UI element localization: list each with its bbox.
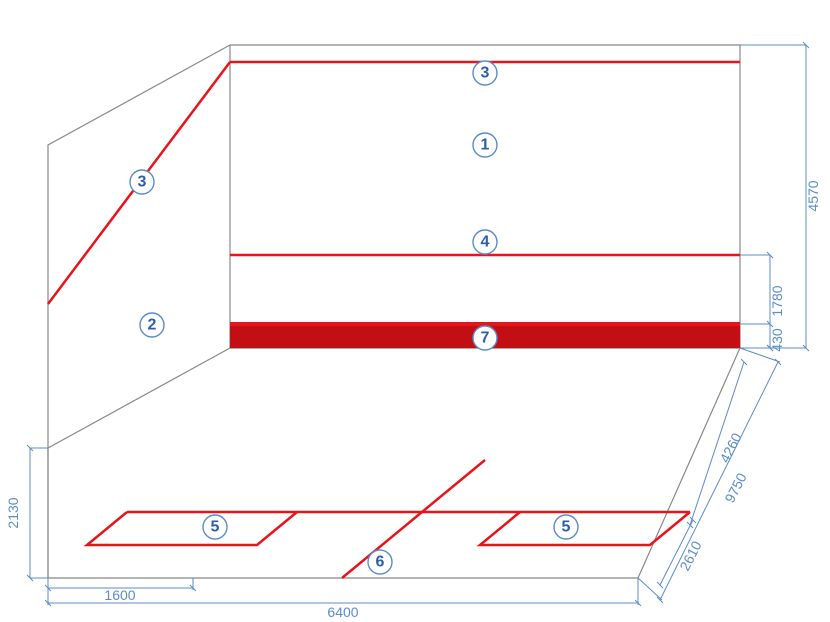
service-box-left (87, 512, 297, 545)
dim-label: 9750 (721, 470, 749, 505)
side-wall-outline (48, 45, 230, 448)
callout-7: 7 (473, 326, 497, 350)
callout-1: 1 (473, 133, 497, 157)
dim-label: 1780 (769, 285, 785, 316)
callout-label: 3 (481, 65, 490, 82)
dim-label: 6400 (327, 604, 358, 620)
callout-label: 5 (211, 519, 220, 536)
dim-label: 2130 (5, 497, 21, 528)
callout-label: 6 (376, 554, 385, 571)
callout-label: 2 (148, 317, 157, 334)
service-box-right (480, 512, 690, 545)
callout-3: 3 (473, 61, 497, 85)
callout-label: 7 (481, 330, 490, 347)
callout-5: 5 (554, 515, 578, 539)
callout-6: 6 (368, 550, 392, 574)
dim-label: 4260 (716, 430, 744, 465)
callout-2: 2 (140, 313, 164, 337)
front-wall-outline (230, 45, 740, 348)
callout-3: 3 (130, 170, 154, 194)
dim-label: 1600 (104, 587, 135, 603)
dim-tick (741, 359, 747, 365)
callout-label: 3 (138, 174, 147, 191)
callout-5: 5 (203, 515, 227, 539)
squash-court-diagram: 6400160021304570178043097504260261012334… (0, 0, 830, 622)
callout-label: 4 (481, 234, 490, 251)
callout-label: 5 (562, 519, 571, 536)
dim-tick (775, 359, 781, 365)
callout-4: 4 (473, 230, 497, 254)
callout-label: 1 (481, 137, 490, 154)
half-court-line (342, 460, 485, 578)
floor-outline (48, 348, 740, 578)
dim-witness (638, 578, 662, 600)
dim-label: 4570 (805, 180, 821, 211)
dim-tick (657, 582, 663, 588)
